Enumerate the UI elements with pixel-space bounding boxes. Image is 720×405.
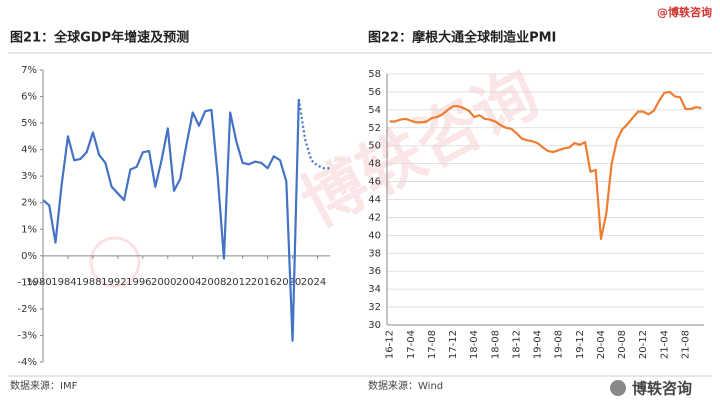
x-tick-label: 19-04 [533,330,544,359]
y-tick-label: 50 [368,141,381,152]
y-tick-label: 52 [368,123,381,134]
x-tick-label: 17-08 [427,330,438,359]
source-note: 数据来源：IMF [10,379,78,392]
x-tick-label: 2016 [251,277,276,288]
y-tick-label: 7% [21,65,37,76]
x-tick-label: 1996 [126,277,151,288]
y-tick-label: 38 [368,248,381,259]
logo-icon [610,380,626,396]
series-line [389,90,702,241]
x-tick-label: 2024 [301,277,326,288]
y-tick-label: 0% [21,251,37,262]
y-tick-label: -2% [18,304,37,315]
x-tick-label: 21-08 [681,330,692,359]
y-tick-label: 32 [368,302,381,313]
y-tick-label: 4% [21,145,37,156]
y-tick-label: 46 [368,177,381,188]
x-tick-label: 21-04 [659,330,670,359]
series-line [42,99,300,342]
watermark: 博轶咨询 [290,56,551,242]
x-tick-label: 2020 [276,277,301,288]
x-tick-label: 16-12 [385,330,396,359]
y-tick-label: 36 [368,266,381,277]
x-tick-label: 20-04 [596,330,607,359]
y-tick-label: 58 [368,69,381,80]
y-tick-label: 48 [368,159,381,170]
y-tick-label: 2% [21,198,37,209]
y-tick-label: 54 [368,105,381,116]
y-tick-label: -1% [18,277,37,288]
x-tick-label: 1980 [26,277,51,288]
x-tick-label: 20-12 [638,330,649,359]
series-line [297,99,330,170]
y-tick-label: 42 [368,212,381,223]
y-tick-label: 3% [21,171,37,182]
x-tick-label: 18-08 [490,330,501,359]
y-tick-label: 44 [368,195,381,206]
x-tick-label: 17-04 [406,330,417,359]
y-tick-label: 40 [368,230,381,241]
y-tick-label: 1% [21,224,37,235]
x-tick-label: 1992 [101,277,126,288]
y-tick-label: 30 [368,320,381,331]
chart-title: 图21：全球GDP年增速及预测 [10,30,189,46]
logo: 博轶咨询 [632,380,692,398]
x-tick-label: 18-04 [469,330,480,359]
x-tick-label: 19-08 [554,330,565,359]
x-tick-label: 2004 [176,277,201,288]
x-tick-label: 1984 [51,277,76,288]
brand: @博轶咨询 [657,5,712,19]
y-tick-label: -4% [18,357,37,368]
x-tick-label: 1988 [76,277,101,288]
y-tick-label: 5% [21,118,37,129]
x-tick-label: 19-12 [575,330,586,359]
x-tick-label: 17-12 [448,330,459,359]
x-tick-label: 20-08 [617,330,628,359]
y-tick-label: 56 [368,87,381,98]
y-tick-label: -3% [18,330,37,341]
x-tick-label: 2012 [226,277,251,288]
x-tick-label: 2008 [201,277,226,288]
watermark-seal [89,236,141,288]
chart-title: 图22：摩根大通全球制造业PMI [368,30,556,46]
source-note: 数据来源：Wind [368,379,443,392]
y-tick-label: 34 [368,284,381,295]
x-tick-label: 18-12 [511,330,522,359]
y-tick-label: 6% [21,92,37,103]
x-tick-label: 2000 [151,277,176,288]
